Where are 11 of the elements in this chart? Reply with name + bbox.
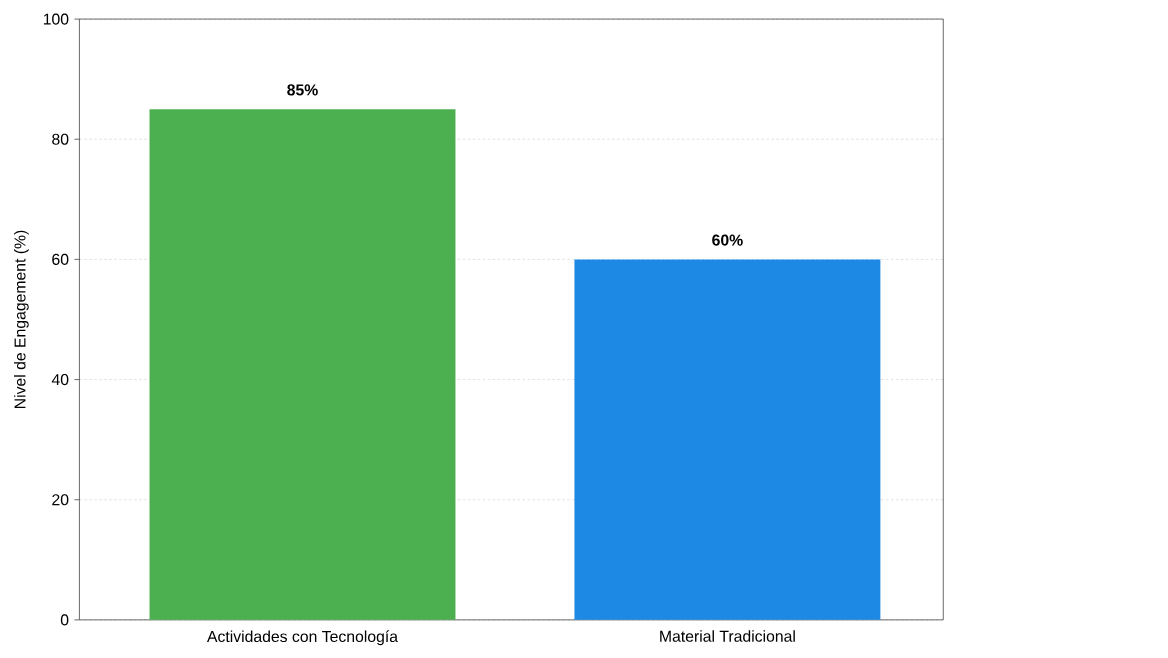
x-tick-label: Material Tradicional — [660, 630, 795, 642]
y-tick-label: 60 — [52, 253, 69, 265]
x-tick-label: Actividades con Tecnología — [206, 630, 399, 646]
y-tick-label: 0 — [60, 614, 69, 626]
data-label: 85% — [287, 84, 318, 96]
y-tick-label: 40 — [51, 373, 69, 386]
y-tick-label: 100 — [43, 13, 69, 25]
y-axis-title: Nivel de Engagement (%) — [14, 230, 29, 408]
y-tick-label: 80 — [52, 133, 69, 145]
data-label: 60% — [712, 234, 743, 246]
y-tick-label: 20 — [52, 494, 69, 506]
